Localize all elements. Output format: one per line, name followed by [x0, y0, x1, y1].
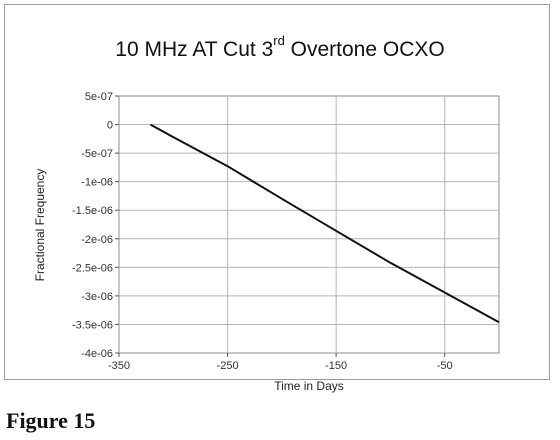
- x-tick-label: -350: [108, 360, 130, 372]
- y-tick-label: -2e-06: [81, 234, 113, 246]
- series-line: [150, 123, 500, 324]
- x-tick-label: -50: [437, 360, 453, 372]
- figure-caption: Figure 15: [6, 408, 96, 433]
- chart-title: 10 MHz AT Cut 3rd Overtone OCXO: [0, 33, 560, 62]
- y-tick-label: -2.5e-06: [72, 262, 113, 274]
- chart-title-main: 10 MHz AT Cut 3: [115, 38, 274, 61]
- x-tick-label: -250: [217, 360, 239, 372]
- chart-title-rest: Overtone OCXO: [284, 38, 445, 61]
- y-tick-label: -3.5e-06: [72, 319, 113, 331]
- y-tick-label: 5e-07: [85, 91, 113, 103]
- series-layer: [150, 123, 500, 324]
- y-tick-label: -1.5e-06: [72, 205, 113, 217]
- plot-area: [118, 95, 500, 354]
- y-tick-label: -1e-06: [81, 177, 113, 189]
- y-tick-label: -5e-07: [81, 148, 113, 160]
- x-axis-ticks: -350 -250 -150 -50: [108, 353, 453, 372]
- grid-lines: [119, 96, 499, 353]
- y-axis-label: Fractional Frequency: [33, 169, 47, 282]
- y-tick-label: -3e-06: [81, 291, 113, 303]
- x-tick-label: -150: [325, 360, 347, 372]
- line-chart: 5e-07 0 -5e-07 -1e-06 -1.5e-06 -2e-06 -2.5e-06…: [33, 91, 500, 393]
- x-axis-label: Time in Days: [274, 379, 344, 393]
- y-tick-label: 0: [107, 120, 113, 132]
- chart-title-superscript: rd: [273, 33, 285, 48]
- y-tick-label: -4e-06: [81, 348, 113, 360]
- y-axis-ticks: 5e-07 0 -5e-07 -1e-06 -1.5e-06 -2e-06 -2.5e-06…: [72, 91, 119, 360]
